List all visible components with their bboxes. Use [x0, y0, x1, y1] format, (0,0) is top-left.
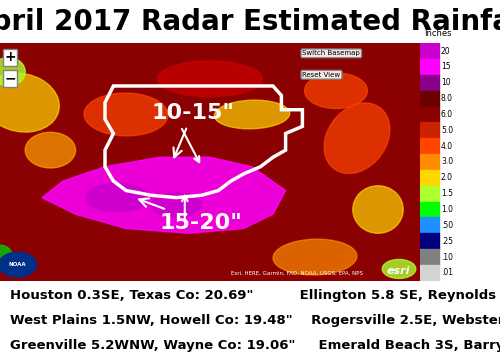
Ellipse shape	[0, 58, 25, 86]
Text: .10: .10	[441, 253, 453, 261]
Ellipse shape	[32, 231, 94, 260]
Text: Reset View: Reset View	[302, 72, 341, 78]
Text: 2.0: 2.0	[441, 173, 453, 182]
Text: Switch Basemap: Switch Basemap	[302, 50, 360, 56]
Text: Houston 0.3SE, Texas Co: 20.69"          Ellington 5.8 SE, Reynolds Co: 19.05": Houston 0.3SE, Texas Co: 20.69" Ellingto…	[10, 289, 500, 302]
Text: Inches: Inches	[424, 30, 451, 39]
Text: West Plains 1.5NW, Howell Co: 19.48"    Rogersville 2.5E, Webster Co: 18.66": West Plains 1.5NW, Howell Co: 19.48" Rog…	[10, 314, 500, 327]
Text: 15-20": 15-20"	[139, 198, 242, 233]
Text: Esri, HERE, Garmin, FAO, NOAA, USGS, EPA, NPS: Esri, HERE, Garmin, FAO, NOAA, USGS, EPA…	[231, 271, 363, 276]
Text: .01: .01	[441, 269, 453, 277]
Bar	[420, 265, 440, 281]
Ellipse shape	[324, 103, 390, 174]
Bar	[420, 249, 440, 265]
Text: 1.0: 1.0	[441, 205, 453, 214]
Bar	[420, 59, 440, 75]
Ellipse shape	[0, 245, 12, 269]
Ellipse shape	[158, 61, 262, 96]
Ellipse shape	[382, 260, 416, 278]
Text: 3.0: 3.0	[441, 158, 453, 166]
Text: +: +	[4, 50, 16, 64]
Ellipse shape	[273, 239, 357, 275]
Ellipse shape	[353, 186, 403, 233]
Ellipse shape	[151, 193, 202, 217]
Text: NOAA: NOAA	[8, 262, 26, 267]
Bar	[420, 107, 440, 122]
Text: Greenville 5.2WNW, Wayne Co: 19.06"     Emerald Beach 3S, Barry Co: 18.48": Greenville 5.2WNW, Wayne Co: 19.06" Emer…	[10, 339, 500, 352]
Text: 10: 10	[441, 78, 450, 87]
Ellipse shape	[0, 73, 60, 132]
Bar	[420, 202, 440, 217]
Bar	[420, 217, 440, 233]
Ellipse shape	[25, 132, 76, 168]
Bar	[420, 138, 440, 154]
Text: 6.0: 6.0	[441, 110, 453, 119]
Ellipse shape	[214, 100, 290, 129]
Text: 4.0: 4.0	[441, 141, 453, 150]
Text: 10-15": 10-15"	[151, 103, 234, 157]
Bar	[420, 43, 440, 59]
Bar	[420, 91, 440, 107]
Bar	[420, 186, 440, 202]
Text: 8.0: 8.0	[441, 94, 453, 103]
Ellipse shape	[84, 93, 168, 136]
Polygon shape	[42, 157, 286, 233]
Bar	[420, 170, 440, 186]
Text: −: −	[4, 72, 16, 86]
Text: esri: esri	[386, 266, 410, 276]
Circle shape	[0, 252, 36, 277]
Text: 20: 20	[441, 46, 450, 55]
Text: April 2017 Radar Estimated Rainfall: April 2017 Radar Estimated Rainfall	[0, 8, 500, 36]
Ellipse shape	[304, 73, 368, 108]
Text: 1.5: 1.5	[441, 189, 453, 198]
Text: .50: .50	[441, 221, 453, 230]
Bar	[420, 75, 440, 91]
Text: .25: .25	[441, 237, 453, 246]
Text: 5.0: 5.0	[441, 126, 453, 135]
Bar	[420, 233, 440, 249]
Ellipse shape	[86, 183, 149, 212]
Text: 15: 15	[441, 62, 450, 71]
Bar	[420, 154, 440, 170]
Bar	[420, 122, 440, 138]
